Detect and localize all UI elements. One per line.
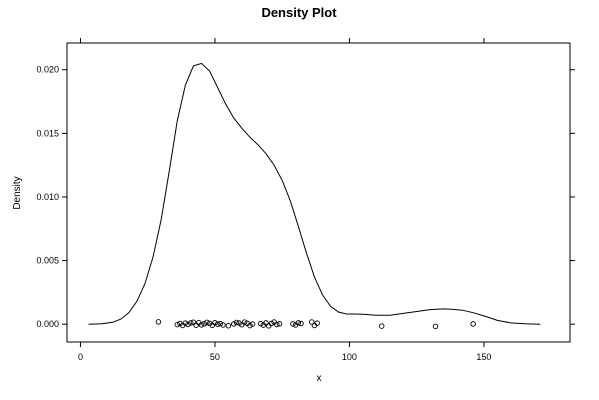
rug-point [233,319,240,326]
x-tick-label: 0 [78,352,83,362]
rug-point [314,320,320,326]
rug-point [249,321,256,327]
plot-frame [66,42,571,343]
rug-point [201,321,207,327]
density-curve [88,62,541,325]
rug-point [220,322,226,328]
rug-point [378,323,385,329]
x-tick-label: 50 [210,352,220,362]
y-tick-label: 0.020 [36,65,59,75]
x-axis: 0 50 100 150 [78,38,491,362]
rug-point [190,319,197,326]
rug-point [309,319,315,325]
rug-point [432,323,439,330]
rug-point [290,321,296,327]
x-tick-label: 150 [476,352,491,362]
y-axis-label: Density [12,176,23,209]
rug-point [187,320,194,326]
rug-point [174,321,181,328]
rug-point [274,321,280,328]
rug-point [217,320,224,327]
chart-title: Density Plot [261,5,337,20]
rug-point [204,319,210,326]
rug-point [276,321,283,327]
rug-point [182,320,189,326]
rug-point [198,322,205,328]
rug-point [225,322,232,329]
y-tick-label: 0.010 [36,192,59,202]
rug-point [212,320,218,326]
rug-point [263,320,269,326]
rug-point [231,321,237,327]
y-tick-label: 0.015 [36,128,59,138]
rug-point [155,319,162,325]
rug-points [155,319,476,330]
rug-point [268,320,275,327]
y-tick-label: 0.000 [36,319,59,329]
x-tick-label: 100 [342,352,357,362]
rug-point [295,320,302,326]
rug-point [236,320,242,326]
rug-point [257,320,264,327]
rug-point [214,321,221,327]
rug-point [193,322,199,328]
rug-point [470,321,476,327]
x-axis-label: x [317,373,322,384]
rug-point [298,320,304,327]
rug-point [247,322,253,329]
rug-point [241,319,248,325]
y-axis: 0.000 0.005 0.010 0.015 0.020 [36,65,575,329]
rug-point [185,321,191,328]
y-tick-label: 0.005 [36,256,59,266]
